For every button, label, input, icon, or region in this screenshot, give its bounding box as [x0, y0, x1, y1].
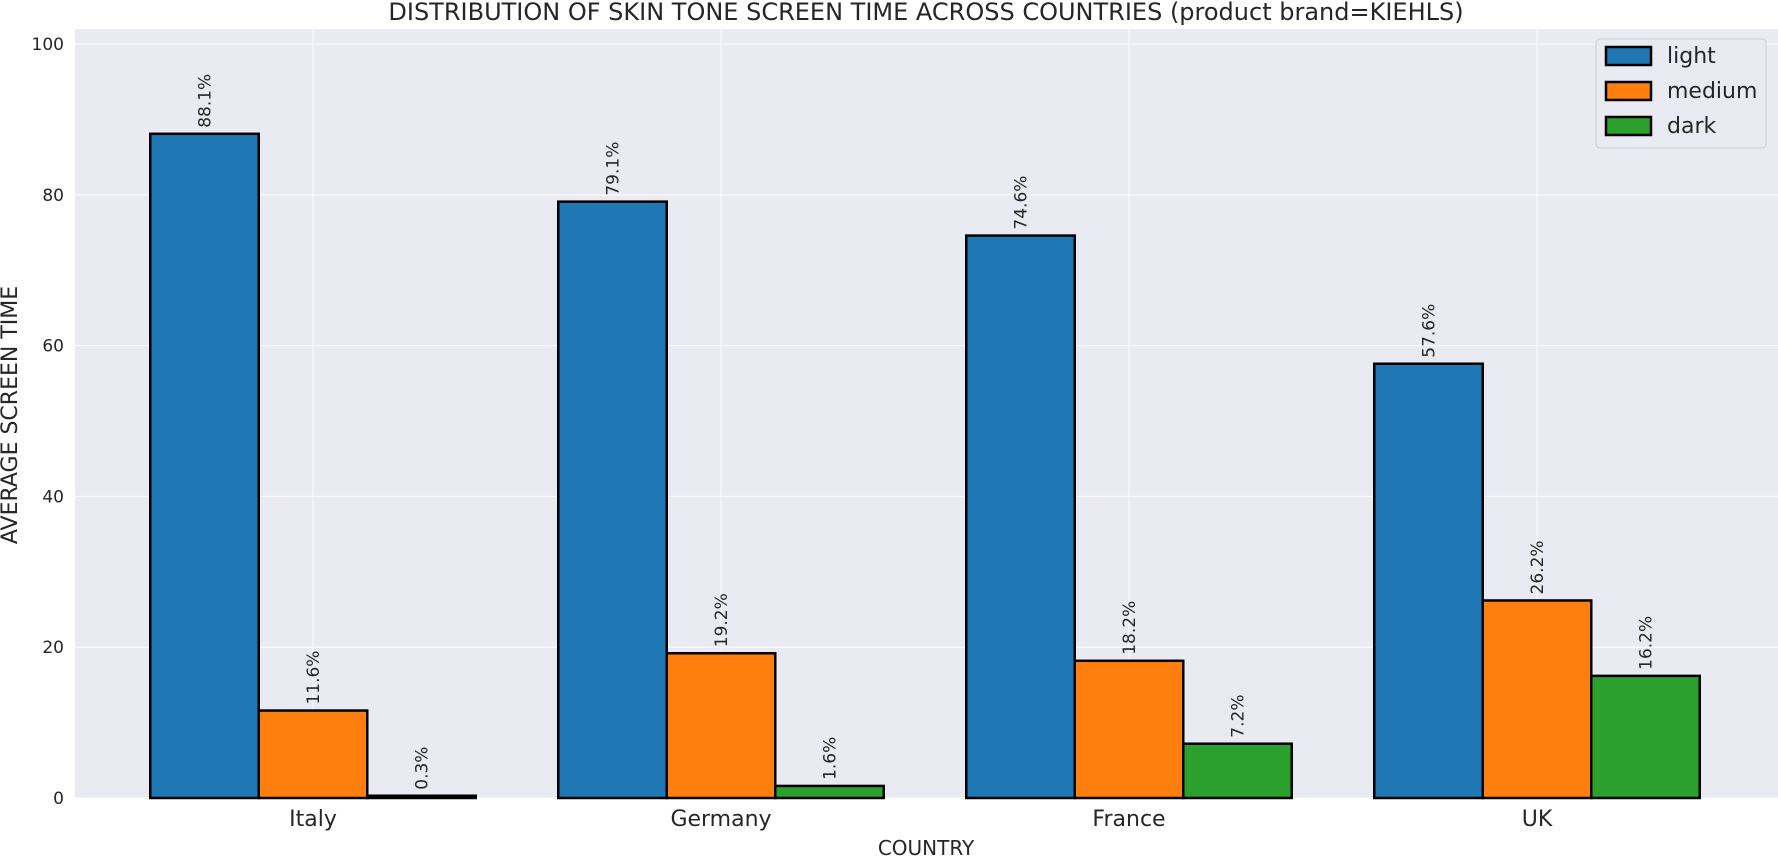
data-labels: 88.1% 11.6% 0.3% 79.1% 19.2% 1.6% 74.6% 18.2% 7.… [196, 74, 1657, 790]
y-tick-labels: 0 20 40 60 80 100 [32, 35, 64, 809]
bar-medium [1073, 659, 1185, 800]
bar-medium [257, 709, 369, 800]
bar-dark [774, 784, 885, 800]
bar-dark [1590, 674, 1701, 800]
legend-label-medium: medium [1667, 79, 1757, 104]
y-tick-label: 60 [42, 337, 64, 357]
x-tick-label: Germany [670, 807, 771, 832]
y-axis-label: AVERAGE SCREEN TIME [0, 286, 23, 544]
x-tick-label: France [1092, 807, 1165, 832]
data-label: 74.6% [1012, 176, 1032, 230]
legend-swatch-dark [1604, 115, 1653, 137]
y-tick-label: 100 [32, 35, 64, 55]
x-tick-label: UK [1522, 807, 1553, 832]
bar-dark [1182, 742, 1293, 800]
legend-swatch-medium [1604, 80, 1653, 102]
x-axis-label: COUNTRY [878, 836, 975, 859]
data-label: 57.6% [1420, 304, 1440, 358]
bars [149, 132, 1701, 800]
legend-swatch-light [1604, 45, 1653, 67]
x-tick-label: Italy [289, 807, 337, 832]
bar-light [149, 132, 260, 800]
bar-light [965, 234, 1076, 800]
bar-light [1373, 362, 1484, 800]
data-label: 16.2% [1637, 616, 1657, 670]
legend-label-dark: dark [1667, 114, 1716, 139]
data-label: 1.6% [821, 737, 841, 780]
bar-light [557, 200, 668, 800]
data-label: 26.2% [1528, 540, 1548, 594]
y-tick-label: 40 [42, 487, 64, 507]
y-tick-label: 0 [53, 789, 64, 809]
bar-dark [366, 794, 477, 800]
data-label: 88.1% [196, 74, 216, 128]
bar-medium [665, 651, 777, 800]
data-label: 0.3% [413, 747, 433, 790]
data-label: 7.2% [1229, 695, 1249, 738]
legend: light medium dark [1595, 38, 1767, 149]
data-label: 19.2% [712, 593, 732, 647]
data-label: 11.6% [304, 651, 324, 705]
x-tick-labels: Italy Germany France UK [289, 807, 1553, 832]
y-tick-label: 80 [42, 186, 64, 206]
legend-label-light: light [1667, 44, 1716, 69]
chart-title: DISTRIBUTION OF SKIN TONE SCREEN TIME AC… [388, 0, 1463, 26]
data-label: 79.1% [604, 142, 624, 196]
data-label: 18.2% [1120, 601, 1140, 655]
bar-medium [1481, 599, 1593, 800]
y-tick-label: 20 [42, 638, 64, 658]
